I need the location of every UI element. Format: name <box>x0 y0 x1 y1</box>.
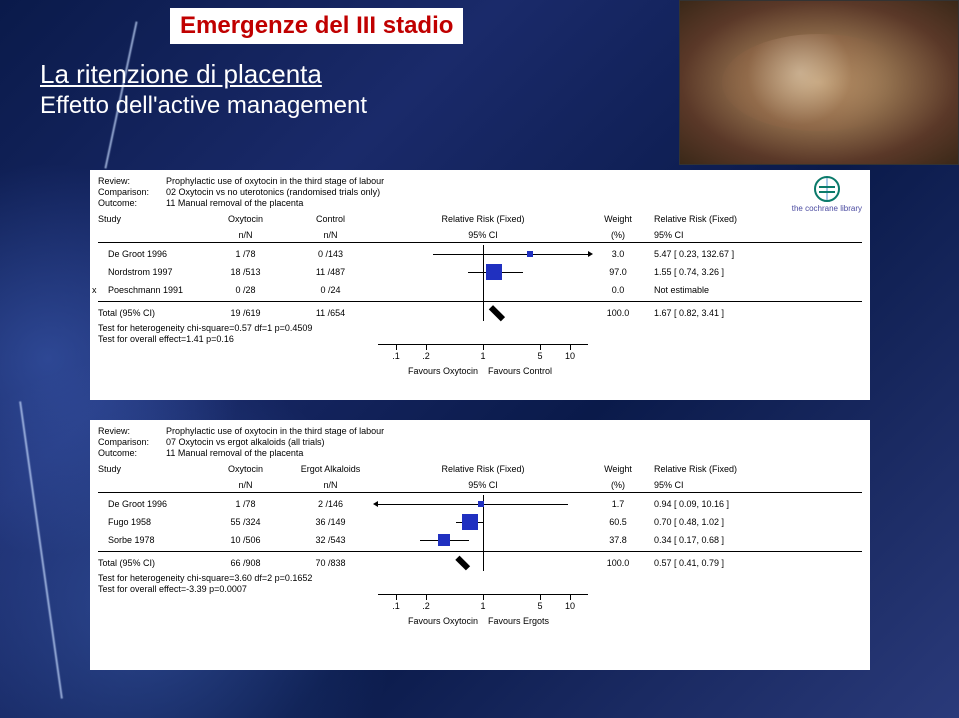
meta-label: Comparison: <box>98 437 166 447</box>
study-row: Sorbe 1978 10 /506 32 /543 37.8 0.34 [ 0… <box>98 531 862 549</box>
overall-effect-test: Test for overall effect=1.41 p=0.16 <box>98 334 862 344</box>
table-header: Study Oxytocin Ergot Alkaloids Relative … <box>98 464 862 474</box>
subtitle-line1: La ritenzione di placenta <box>40 58 367 91</box>
meta-label: Outcome: <box>98 448 166 458</box>
subtitle-line2: Effetto dell'active management <box>40 91 367 121</box>
meta-label: Outcome: <box>98 198 166 208</box>
outcome-text: 11 Manual removal of the placenta <box>166 448 303 458</box>
heterogeneity-test: Test for heterogeneity chi-square=3.60 d… <box>98 573 862 583</box>
meta-label: Review: <box>98 426 166 436</box>
table-header: Study Oxytocin Control Relative Risk (Fi… <box>98 214 862 224</box>
cochrane-logo: the cochrane library <box>792 176 862 213</box>
study-row: De Groot 1996 1 /78 2 /146 1.7 0.94 [ 0.… <box>98 495 862 513</box>
heterogeneity-test: Test for heterogeneity chi-square=0.57 d… <box>98 323 862 333</box>
review-text: Prophylactic use of oxytocin in the thir… <box>166 176 384 186</box>
total-row: Total (95% CI) 66 /908 70 /838 100.0 0.5… <box>98 554 862 572</box>
review-text: Prophylactic use of oxytocin in the thir… <box>166 426 384 436</box>
placenta-photo <box>679 0 959 165</box>
comparison-text: 02 Oxytocin vs no uterotonics (randomise… <box>166 187 380 197</box>
total-row: Total (95% CI) 19 /619 11 /654 100.0 1.6… <box>98 304 862 322</box>
study-row: Nordstrom 1997 18 /513 11 /487 97.0 1.55… <box>98 263 862 281</box>
pooled-diamond <box>456 556 471 571</box>
table-header-2: n/N n/N 95% CI (%) 95% CI <box>98 230 862 240</box>
forest-plot-panel-2: Review:Prophylactic use of oxytocin in t… <box>90 420 870 670</box>
meta-label: Comparison: <box>98 187 166 197</box>
slide-title: Emergenze del III stadio <box>170 8 463 44</box>
slide-subtitle: La ritenzione di placenta Effetto dell'a… <box>40 58 367 121</box>
forest-plot-panel-1: the cochrane library Review:Prophylactic… <box>90 170 870 400</box>
overall-effect-test: Test for overall effect=-3.39 p=0.0007 <box>98 584 862 594</box>
comparison-text: 07 Oxytocin vs ergot alkaloids (all tria… <box>166 437 325 447</box>
table-header-2: n/N n/N 95% CI (%) 95% CI <box>98 480 862 490</box>
study-row: De Groot 1996 1 /78 0 /143 3.0 5.47 [ 0.… <box>98 245 862 263</box>
axis: .1.21510 Favours Oxytocin Favours Contro… <box>378 344 588 384</box>
axis: .1.21510 Favours Oxytocin Favours Ergots <box>378 594 588 634</box>
study-row: xPoeschmann 1991 0 /28 0 /24 0.0 Not est… <box>98 281 862 299</box>
pooled-diamond <box>489 305 505 321</box>
outcome-text: 11 Manual removal of the placenta <box>166 198 303 208</box>
meta-label: Review: <box>98 176 166 186</box>
study-row: Fugo 1958 55 /324 36 /149 60.5 0.70 [ 0.… <box>98 513 862 531</box>
